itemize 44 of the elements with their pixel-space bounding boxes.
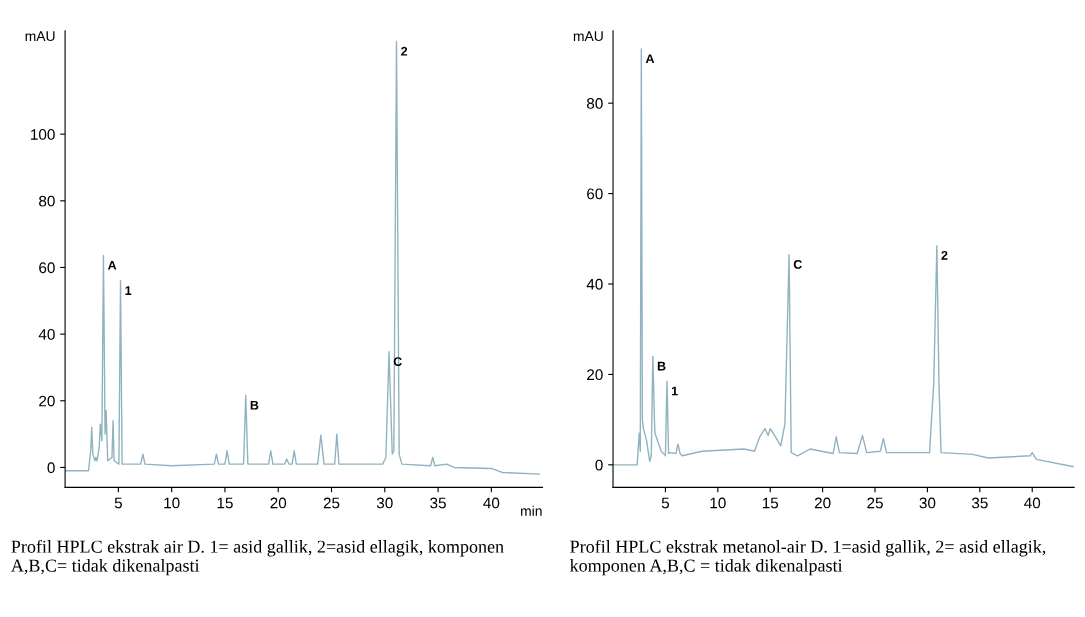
x-tick-label: 5 xyxy=(661,497,670,509)
y-tick-label: 0 xyxy=(47,462,55,474)
annotation: 2 xyxy=(401,46,408,56)
annotation: 1 xyxy=(125,286,132,295)
annotation: 2 xyxy=(941,250,948,260)
x-tick-label: 30 xyxy=(376,497,393,509)
x-tick-label: 35 xyxy=(971,497,988,509)
y-tick-label: 0 xyxy=(595,459,603,471)
x-tick-label: 20 xyxy=(270,497,287,509)
y-axis-title: mAU xyxy=(573,31,603,42)
y-axis-title: mAU xyxy=(25,31,55,42)
annotation: A xyxy=(107,260,117,270)
x-axis-title: min xyxy=(521,505,542,516)
x-tick-label: 35 xyxy=(430,497,446,509)
x-tick-label: 40 xyxy=(483,497,500,509)
y-tick-label: 80 xyxy=(39,195,55,207)
x-tick-label: 25 xyxy=(323,497,340,509)
x-tick-label: 30 xyxy=(919,497,936,509)
line-series xyxy=(65,40,540,475)
y-tick-label: 80 xyxy=(586,98,603,109)
annotation: B xyxy=(250,400,259,410)
text: Profil HPLC ekstrak metanol-air D. 1=asid gallik, 2= asid ellagik, komponen A,B,C = tidak dikenalpasti xyxy=(569,539,1046,576)
annotation: A xyxy=(645,54,655,64)
line-series xyxy=(613,48,1074,468)
x-tick-label: 40 xyxy=(1024,497,1041,509)
annotation: B xyxy=(657,361,666,371)
y-tick-label: 60 xyxy=(587,188,603,200)
annotation: C xyxy=(793,259,802,269)
y-tick-label: 40 xyxy=(586,278,603,290)
x-tick-label: 15 xyxy=(217,497,233,509)
x-tick-label: 5 xyxy=(114,497,122,509)
annotation: 1 xyxy=(671,386,678,396)
text: Profil HPLC ekstrak air D. 1= asid gallik, 2=asid ellagik, komponen A,B,C= tidak dikenalpasti xyxy=(11,539,504,576)
x-tick-label: 10 xyxy=(710,497,726,509)
y-tick-label: 60 xyxy=(39,262,55,274)
x-tick-label: 15 xyxy=(762,497,779,509)
y-tick-label: 100 xyxy=(31,129,55,140)
annotation: C xyxy=(393,357,402,366)
y-tick-label: 20 xyxy=(39,395,55,407)
y-tick-label: 20 xyxy=(587,369,603,381)
x-tick-label: 10 xyxy=(164,497,180,509)
y-tick-label: 40 xyxy=(38,328,55,340)
x-tick-label: 25 xyxy=(867,497,883,509)
x-tick-label: 20 xyxy=(814,497,831,509)
